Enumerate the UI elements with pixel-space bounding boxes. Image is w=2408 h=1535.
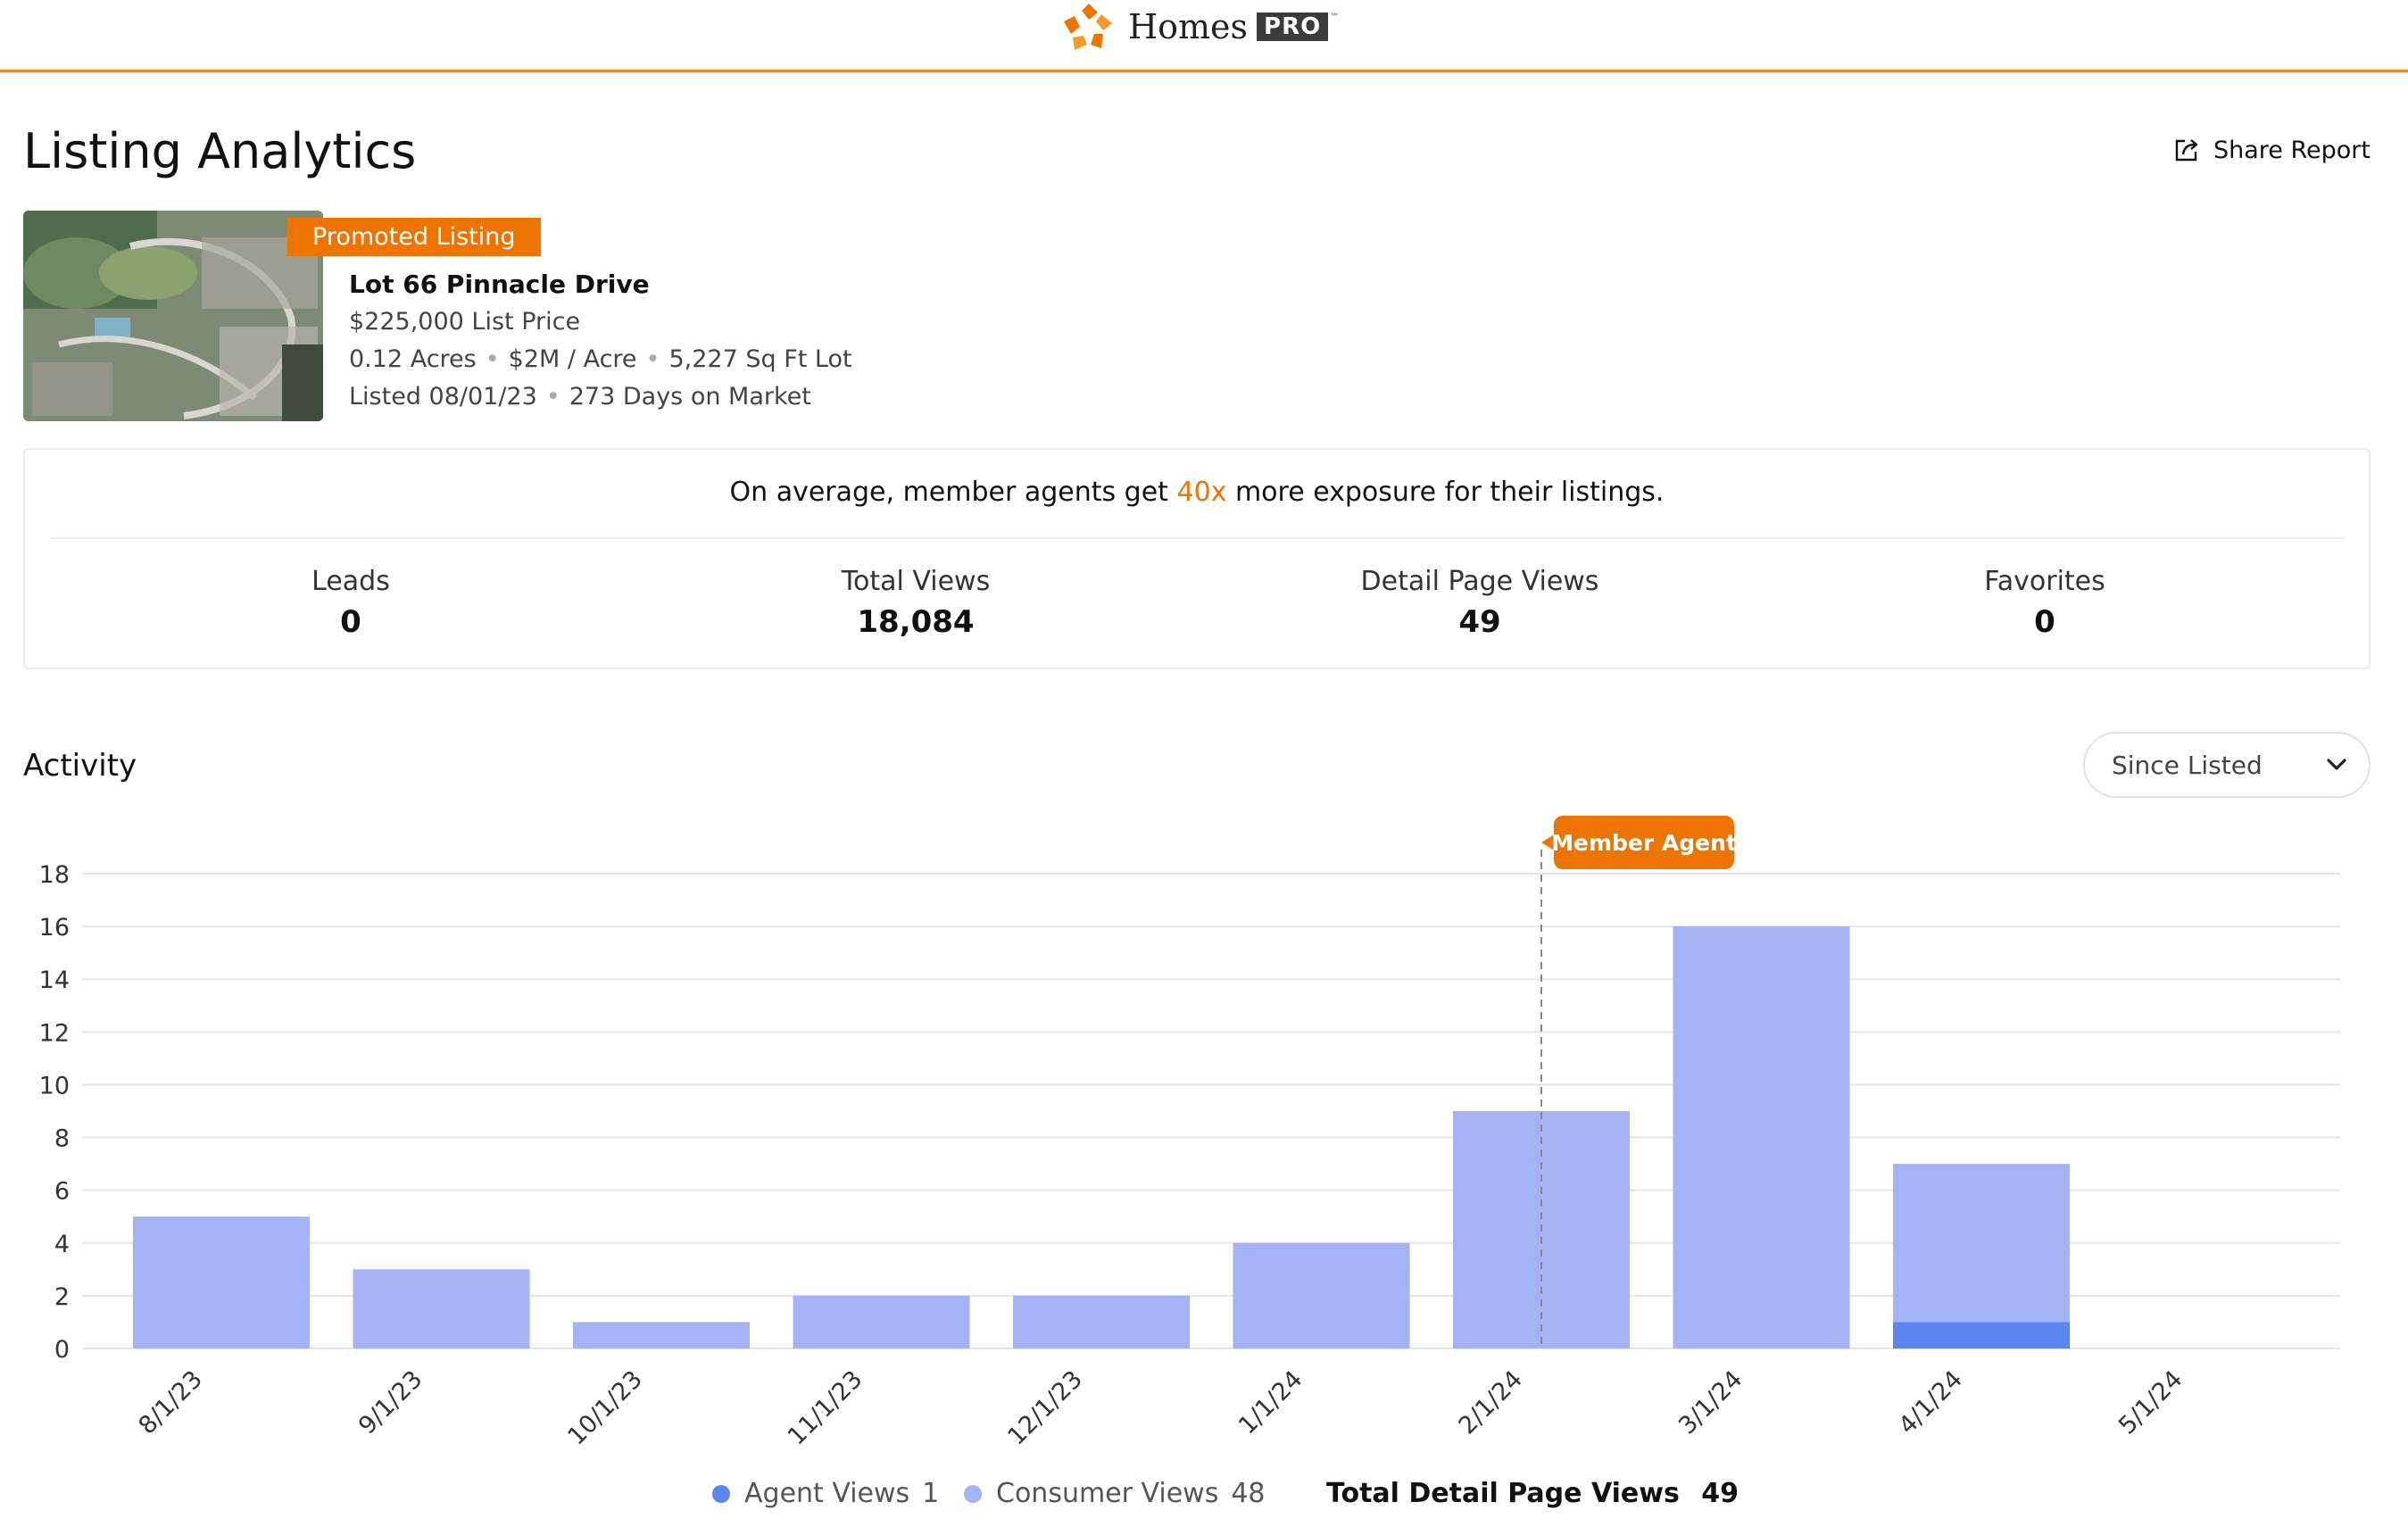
logo-trademark: ™	[1330, 12, 1340, 22]
bar[interactable]	[793, 1295, 970, 1348]
chevron-down-icon	[2327, 759, 2346, 770]
top-bar: Homes PRO ™	[0, 0, 2408, 72]
x-tick-label: 11/1/23	[783, 1365, 868, 1446]
y-tick-label: 10	[39, 1072, 70, 1099]
stat-value: 49	[1458, 604, 1501, 640]
consumer-views-dot	[964, 1484, 982, 1503]
bar[interactable]	[133, 1216, 310, 1348]
promoted-listing-badge: Promoted Listing	[287, 218, 541, 256]
date-range-select[interactable]: Since Listed	[2083, 732, 2371, 798]
legend-total: Total Detail Page Views 49	[1326, 1478, 1739, 1509]
stat-value: 0	[340, 604, 361, 640]
listing-listed-date: Listed 08/01/23	[349, 383, 537, 411]
x-tick-label: 1/1/24	[1233, 1365, 1308, 1440]
aerial-photo-image	[23, 211, 323, 421]
legend-consumer-label: Consumer Views	[996, 1478, 1219, 1509]
bar[interactable]	[1893, 1164, 2070, 1323]
annotation-badge	[1554, 816, 1734, 869]
stat-label: Detail Page Views	[1360, 566, 1599, 597]
bar[interactable]	[1013, 1295, 1190, 1348]
x-tick-label: 12/1/23	[1002, 1365, 1088, 1446]
separator-dot: •	[545, 383, 560, 411]
x-tick-label: 10/1/23	[562, 1365, 648, 1446]
x-tick-label: 3/1/24	[1673, 1365, 1748, 1440]
bar[interactable]	[1893, 1322, 2070, 1348]
stat-label: Total Views	[841, 566, 991, 597]
annotation-pointer	[1541, 834, 1556, 851]
y-tick-label: 16	[39, 914, 70, 942]
logo-text: Homes	[1128, 7, 1249, 46]
x-tick-label: 8/1/23	[134, 1365, 208, 1440]
separator-dot: •	[485, 345, 500, 373]
stat-label: Leads	[311, 566, 390, 597]
share-icon	[2175, 139, 2198, 162]
listing-photo[interactable]	[23, 211, 323, 421]
logo-pro-badge: PRO	[1257, 12, 1329, 41]
exposure-message: On average, member agents get 40x more e…	[25, 477, 2369, 508]
x-tick-label: 4/1/24	[1894, 1365, 1968, 1440]
share-report-button[interactable]: Share Report	[2172, 136, 2371, 164]
separator-dot: •	[645, 345, 660, 373]
stats-card: On average, member agents get 40x more e…	[23, 448, 2371, 669]
stat-value: 0	[2034, 604, 2055, 640]
listing-lot-size: 5,227 Sq Ft Lot	[668, 345, 852, 373]
bar[interactable]	[573, 1322, 750, 1348]
stat-value: 18,084	[857, 604, 975, 640]
y-tick-label: 8	[54, 1125, 70, 1153]
listing-address[interactable]: Lot 66 Pinnacle Drive	[349, 270, 650, 299]
legend-consumer-views[interactable]: Consumer Views 48	[964, 1478, 1266, 1509]
x-tick-label: 2/1/24	[1454, 1365, 1528, 1440]
bar[interactable]	[1673, 926, 1850, 1348]
listing-acres: 0.12 Acres	[349, 345, 477, 373]
stat-detail-page-views: Detail Page Views 49	[1301, 566, 1658, 640]
listing-details: 0.12 Acres • $2M / Acre • 5,227 Sq Ft Lot	[349, 341, 852, 378]
share-report-label: Share Report	[2213, 136, 2371, 164]
date-range-value: Since Listed	[2112, 750, 2263, 780]
page-title: Listing Analytics	[23, 123, 417, 179]
activity-title: Activity	[23, 748, 137, 784]
annotation-label: Member Agent	[1551, 830, 1737, 856]
y-tick-label: 0	[54, 1336, 70, 1364]
exposure-suffix: more exposure for their listings.	[1226, 477, 1665, 508]
chart-legend: Agent Views 1 Consumer Views 48 Total De…	[0, 1478, 2408, 1517]
activity-chart: 0 2 4 6 8 10 12 14 16 18 8/1/23 9/1/23 10/1/23 11/1/2…	[39, 816, 2340, 1446]
stat-total-views: Total Views 18,084	[737, 566, 1094, 640]
exposure-prefix: On average, member agents get	[729, 477, 1177, 508]
y-tick-label: 2	[54, 1283, 70, 1311]
y-tick-label: 4	[54, 1231, 70, 1258]
x-tick-label: 5/1/24	[2113, 1365, 2188, 1440]
listing-price-per-acre: $2M / Acre	[508, 345, 637, 373]
legend-agent-value: 1	[922, 1478, 940, 1509]
listing-dates: Listed 08/01/23 • 273 Days on Market	[349, 378, 852, 416]
legend-consumer-value: 48	[1231, 1478, 1266, 1509]
stat-label: Favorites	[1984, 566, 2105, 597]
stat-leads: Leads 0	[172, 566, 529, 640]
card-divider	[50, 537, 2344, 539]
bar[interactable]	[353, 1269, 530, 1348]
legend-agent-label: Agent Views	[744, 1478, 910, 1509]
exposure-highlight: 40x	[1176, 477, 1227, 508]
listing-days-on-market: 273 Days on Market	[569, 383, 811, 411]
listing-price: $225,000 List Price	[349, 308, 581, 336]
legend-total-value: 49	[1701, 1478, 1740, 1509]
x-tick-label: 9/1/23	[353, 1365, 428, 1440]
bar[interactable]	[1233, 1242, 1410, 1348]
listing-info: Lot 66 Pinnacle Drive $225,000 List Pric…	[349, 266, 852, 416]
y-tick-label: 6	[54, 1178, 70, 1206]
y-tick-label: 12	[39, 1019, 70, 1047]
homes-pro-logo[interactable]: Homes PRO ™	[1062, 0, 1339, 54]
y-tick-label: 18	[39, 861, 70, 889]
homes-logo-icon	[1064, 4, 1112, 50]
stat-favorites: Favorites 0	[1866, 566, 2223, 640]
legend-agent-views[interactable]: Agent Views 1	[712, 1478, 939, 1509]
legend-total-label: Total Detail Page Views	[1326, 1478, 1680, 1509]
agent-views-dot	[712, 1484, 730, 1503]
y-tick-label: 14	[39, 967, 70, 994]
